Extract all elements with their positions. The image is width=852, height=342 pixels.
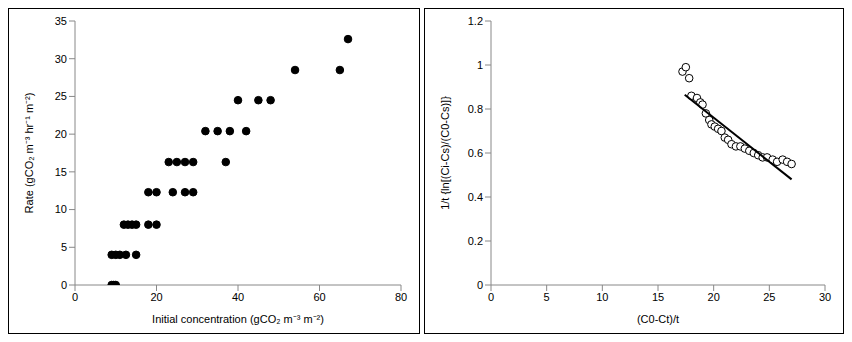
svg-text:0: 0 [61, 279, 67, 291]
svg-text:10: 10 [596, 291, 608, 303]
svg-text:15: 15 [652, 291, 664, 303]
svg-text:20: 20 [55, 128, 67, 140]
svg-text:1/t {ln[(Ci-Cs)/(C0-Cs)]}: 1/t {ln[(Ci-Cs)/(C0-Cs)]} [439, 96, 451, 210]
svg-text:0.6: 0.6 [468, 147, 483, 159]
svg-text:1: 1 [477, 59, 483, 71]
svg-text:0: 0 [488, 291, 494, 303]
svg-text:25: 25 [763, 291, 775, 303]
svg-text:25: 25 [55, 90, 67, 102]
svg-text:0: 0 [72, 291, 78, 303]
svg-text:35: 35 [55, 15, 67, 27]
svg-text:40: 40 [232, 291, 244, 303]
svg-text:5: 5 [61, 241, 67, 253]
svg-text:10: 10 [55, 203, 67, 215]
svg-text:0.4: 0.4 [468, 191, 483, 203]
svg-text:1.2: 1.2 [468, 15, 483, 27]
svg-text:20: 20 [708, 291, 720, 303]
svg-text:0.8: 0.8 [468, 103, 483, 115]
svg-text:(C0-Ct)/t: (C0-Ct)/t [637, 313, 679, 325]
svg-text:5: 5 [544, 291, 550, 303]
svg-text:Rate (gCO₂ m⁻³ hr⁻¹ m⁻²): Rate (gCO₂ m⁻³ hr⁻¹ m⁻²) [23, 93, 35, 214]
svg-text:30: 30 [819, 291, 831, 303]
svg-text:Initial concentration (gCO₂ m⁻: Initial concentration (gCO₂ m⁻³ m⁻²) [152, 313, 324, 325]
svg-text:30: 30 [55, 53, 67, 65]
svg-text:20: 20 [150, 291, 162, 303]
svg-text:15: 15 [55, 166, 67, 178]
svg-text:60: 60 [313, 291, 325, 303]
svg-text:0: 0 [477, 279, 483, 291]
svg-text:80: 80 [395, 291, 407, 303]
svg-text:0.2: 0.2 [468, 235, 483, 247]
